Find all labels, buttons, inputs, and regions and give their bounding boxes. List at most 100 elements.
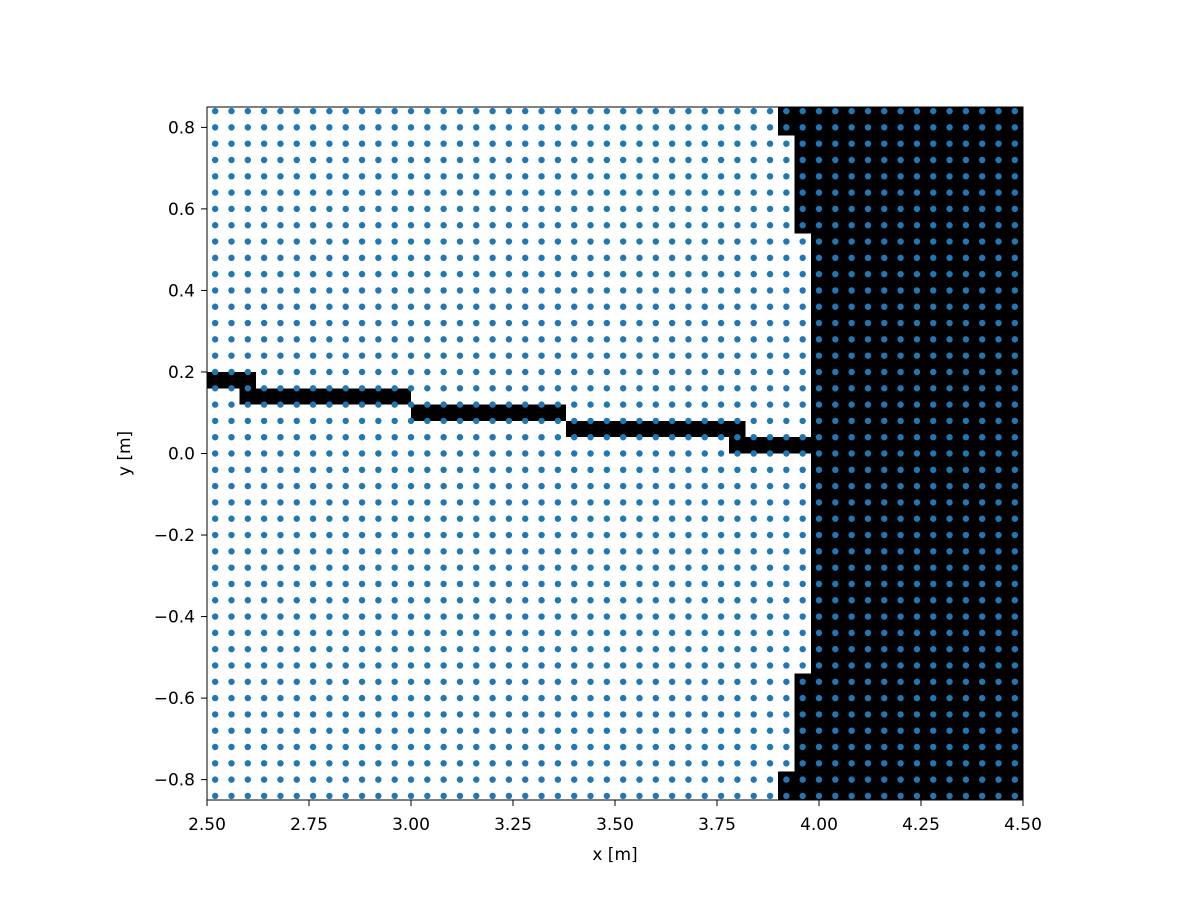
scatter-point xyxy=(473,238,480,245)
scatter-point xyxy=(668,156,676,164)
scatter-point xyxy=(358,531,366,539)
scatter-point xyxy=(668,238,676,245)
scatter-point xyxy=(473,548,480,555)
scatter-point xyxy=(424,401,431,408)
scatter-point xyxy=(783,401,790,408)
scatter-point xyxy=(424,352,431,359)
scatter-point xyxy=(391,727,398,734)
scatter-point xyxy=(293,564,300,571)
y-tick-label: −0.8 xyxy=(154,771,195,791)
scatter-point xyxy=(734,401,741,408)
scatter-point xyxy=(424,173,431,180)
scatter-point xyxy=(473,303,480,310)
scatter-point xyxy=(505,401,513,408)
scatter-point xyxy=(375,156,382,164)
scatter-point xyxy=(848,482,855,490)
scatter-point xyxy=(424,124,431,131)
scatter-point xyxy=(407,564,415,571)
scatter-point xyxy=(946,678,953,685)
scatter-point xyxy=(244,385,251,392)
scatter-point xyxy=(571,743,578,751)
scatter-point xyxy=(685,270,692,278)
scatter-point xyxy=(913,613,921,620)
scatter-point xyxy=(979,319,986,327)
scatter-point xyxy=(424,417,431,425)
scatter-point xyxy=(603,107,611,115)
scatter-point xyxy=(652,727,659,734)
scatter-point xyxy=(440,401,447,408)
scatter-point xyxy=(244,287,251,294)
scatter-point xyxy=(489,173,496,180)
scatter-point xyxy=(473,270,480,278)
scatter-point xyxy=(522,238,529,245)
scatter-point xyxy=(391,792,398,800)
scatter-point xyxy=(587,319,594,327)
scatter-point xyxy=(358,711,366,718)
scatter-point xyxy=(391,580,398,588)
scatter-point xyxy=(946,385,953,392)
scatter-point xyxy=(636,466,643,474)
scatter-point xyxy=(701,515,708,522)
scatter-point xyxy=(815,662,823,669)
scatter-point xyxy=(554,433,562,441)
scatter-point xyxy=(1011,238,1019,245)
scatter-point xyxy=(1011,140,1019,147)
scatter-point xyxy=(277,124,284,131)
scatter-point xyxy=(913,205,921,213)
scatter-point xyxy=(603,385,611,392)
scatter-point xyxy=(342,645,349,653)
scatter-point xyxy=(358,140,366,147)
scatter-point xyxy=(750,173,757,180)
scatter-point xyxy=(375,613,382,620)
scatter-point xyxy=(407,401,415,408)
scatter-point xyxy=(456,564,464,571)
scatter-point xyxy=(864,711,872,718)
scatter-point xyxy=(815,548,823,555)
scatter-point xyxy=(636,238,643,245)
scatter-point xyxy=(636,352,643,359)
scatter-point xyxy=(587,156,594,164)
scatter-point xyxy=(962,597,970,604)
scatter-point xyxy=(685,156,692,164)
scatter-point xyxy=(946,173,953,180)
scatter-point xyxy=(456,433,464,441)
scatter-point xyxy=(799,352,806,359)
scatter-point xyxy=(554,205,562,213)
scatter-point xyxy=(522,515,529,522)
scatter-point xyxy=(897,124,904,131)
scatter-point xyxy=(946,303,953,310)
scatter-point xyxy=(522,156,529,164)
scatter-point xyxy=(979,124,986,131)
scatter-point xyxy=(685,417,692,425)
scatter-point xyxy=(848,140,855,147)
scatter-point xyxy=(440,466,447,474)
scatter-point xyxy=(375,694,382,702)
scatter-point xyxy=(799,450,806,457)
scatter-point xyxy=(783,107,790,115)
scatter-point xyxy=(456,743,464,751)
scatter-point xyxy=(652,336,659,343)
scatter-point xyxy=(538,124,545,131)
scatter-point xyxy=(489,580,496,588)
x-tick-label: 4.25 xyxy=(902,815,940,835)
scatter-point xyxy=(864,482,872,490)
scatter-point xyxy=(913,270,921,278)
scatter-point xyxy=(407,792,415,800)
scatter-point xyxy=(668,694,676,702)
scatter-point xyxy=(636,482,643,490)
scatter-point xyxy=(407,140,415,147)
scatter-point xyxy=(685,760,692,767)
scatter-point xyxy=(554,548,562,555)
scatter-point xyxy=(260,597,268,604)
scatter-point xyxy=(652,760,659,767)
scatter-point xyxy=(848,727,855,734)
scatter-point xyxy=(440,597,447,604)
scatter-point xyxy=(260,385,268,392)
scatter-point xyxy=(832,760,839,767)
scatter-point xyxy=(277,645,284,653)
scatter-point xyxy=(832,140,839,147)
scatter-point xyxy=(979,417,986,425)
scatter-point xyxy=(832,678,839,685)
scatter-point xyxy=(554,613,562,620)
scatter-point xyxy=(440,678,447,685)
